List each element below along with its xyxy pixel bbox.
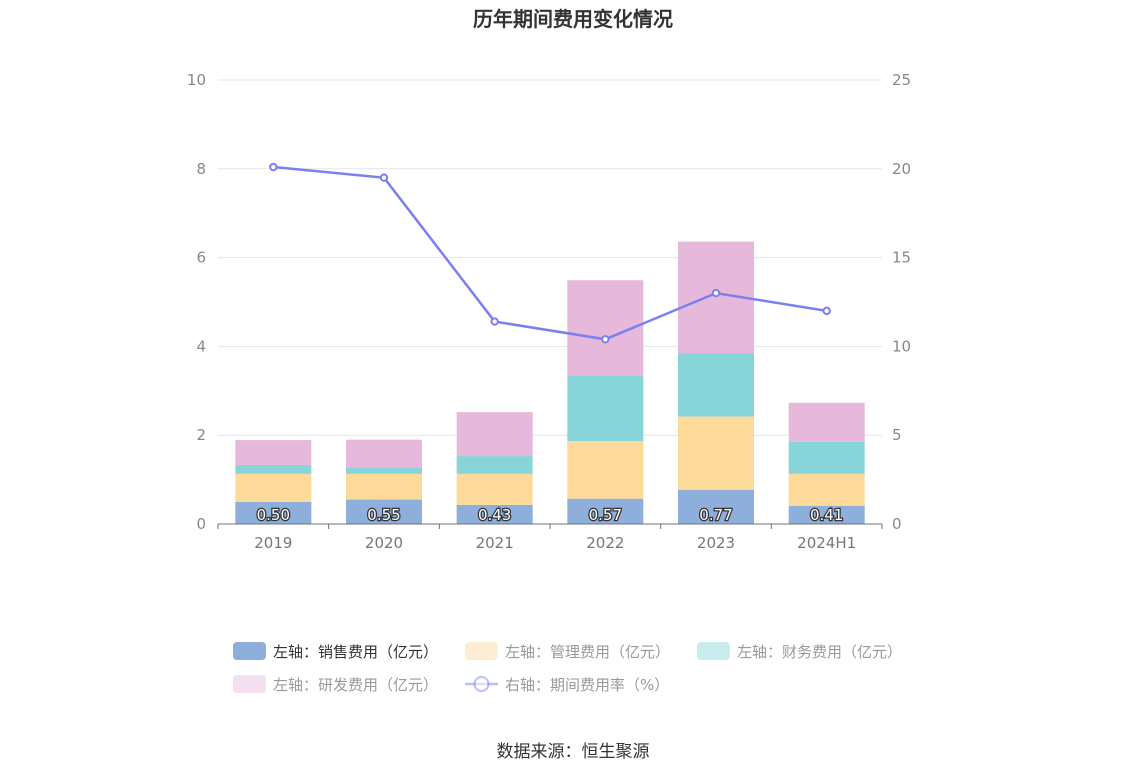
bar-data-label: 0.50 (257, 506, 290, 524)
right-tick-label: 20 (892, 160, 911, 178)
bar-segment (678, 416, 754, 490)
bar-segment (346, 439, 422, 468)
bar-segment (567, 440, 644, 499)
legend: 左轴：销售费用（亿元） 左轴：管理费用（亿元） 左轴：财务费用（亿元） 左轴：研发费用… (233, 642, 902, 694)
bar-segment (788, 505, 865, 524)
x-axis: 2019 2020 2021 2022 2023 2024H1 (217, 523, 883, 552)
legend-swatch (233, 675, 266, 693)
bar-segment (235, 440, 312, 465)
right-tick-label: 25 (892, 71, 911, 89)
right-tick-label: 0 (892, 515, 902, 533)
source-note: 数据来源：恒生聚源 (497, 742, 650, 762)
legend-label: 右轴：期间费用率（%） (505, 676, 669, 694)
chart-title: 历年期间费用变化情况 (473, 7, 673, 31)
line-path (273, 165, 827, 341)
line-point (601, 335, 610, 344)
legend-swatch (697, 642, 730, 660)
right-axis: 0 5 10 15 20 25 (892, 71, 911, 533)
bar-segment (346, 467, 422, 474)
x-tick-label: 2024H1 (797, 534, 856, 552)
data-labels: 0.50 0.55 0.43 0.57 0.77 0.41 (255, 505, 844, 526)
legend-label: 左轴：研发费用（亿元） (273, 676, 438, 694)
x-tick-label: 2019 (254, 534, 292, 552)
left-tick-label: 0 (196, 515, 206, 533)
left-tick-label: 10 (187, 71, 206, 89)
bar-data-label: 0.57 (589, 506, 622, 524)
bar-data-label: 0.77 (699, 506, 732, 524)
bar-segment (788, 441, 865, 474)
bar-data-label: 0.41 (810, 506, 843, 524)
line-series (269, 162, 831, 344)
legend-swatch (465, 642, 498, 660)
left-tick-label: 2 (196, 426, 206, 444)
legend-label: 左轴：财务费用（亿元） (737, 643, 902, 661)
bar-segment (346, 499, 422, 524)
x-tick-label: 2021 (476, 534, 514, 552)
legend-label: 左轴：管理费用（亿元） (505, 643, 670, 661)
right-tick-label: 10 (892, 337, 911, 355)
bar-segment (346, 473, 422, 500)
line-point (711, 288, 721, 298)
bar-segment (456, 412, 533, 457)
left-axis: 0 2 4 6 8 10 (187, 71, 206, 533)
bar-segment (678, 489, 754, 524)
line-point (269, 162, 278, 172)
bar-segment (788, 473, 865, 506)
bar-segment (456, 456, 533, 474)
bar-segment (235, 473, 312, 502)
bar-segment (235, 464, 312, 474)
bar-segment (456, 473, 533, 505)
legend-label: 左轴：销售费用（亿元） (273, 643, 438, 661)
right-tick-label: 5 (892, 426, 902, 444)
bar-segment (788, 402, 865, 442)
left-tick-label: 8 (196, 160, 206, 178)
bar-segment (567, 375, 644, 441)
bar-segment (567, 498, 644, 524)
grid-lines (218, 79, 882, 436)
left-tick-label: 6 (196, 249, 206, 267)
x-tick-label: 2022 (586, 534, 624, 552)
bar-segment (235, 501, 312, 524)
bar-series (235, 241, 865, 524)
bar-segment (678, 353, 754, 417)
bar-data-label: 0.43 (478, 506, 511, 524)
x-tick-label: 2020 (365, 534, 403, 552)
line-point (379, 173, 389, 182)
right-tick-label: 15 (892, 249, 911, 267)
legend-swatch (233, 642, 266, 660)
line-point (490, 317, 499, 326)
left-tick-label: 4 (196, 337, 206, 355)
line-point (822, 306, 831, 316)
legend-marker (473, 676, 490, 692)
bar-segment (456, 504, 533, 524)
x-tick-label: 2023 (697, 534, 735, 552)
bar-data-label: 0.55 (367, 506, 400, 524)
